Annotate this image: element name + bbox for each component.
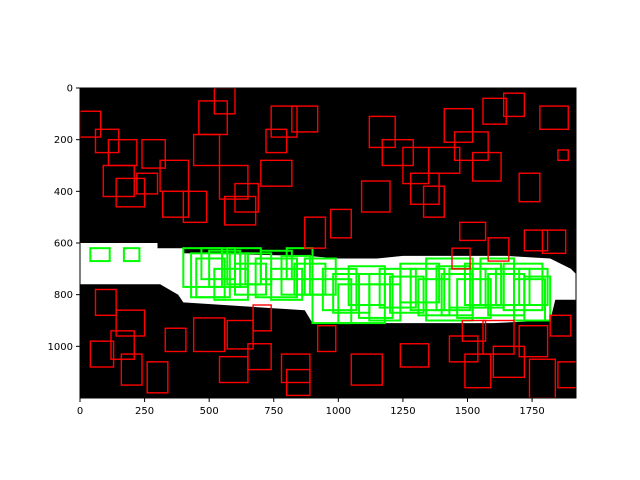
red-box-58	[399, 343, 430, 368]
red-box-6	[141, 138, 166, 169]
red-box-20	[304, 216, 327, 249]
red-box-0	[80, 110, 102, 138]
green-box-13	[259, 249, 293, 281]
green-box-26	[378, 267, 417, 309]
green-box-1	[122, 247, 141, 263]
red-box-12	[213, 88, 236, 115]
x-tick-label-3: 750	[264, 406, 283, 417]
red-box-35	[539, 105, 569, 131]
green-box-0	[89, 247, 111, 263]
green-box-19	[311, 278, 353, 325]
red-box-8	[161, 190, 190, 218]
red-box-44	[110, 330, 135, 360]
red-box-31	[471, 151, 502, 182]
red-box-37	[523, 229, 549, 252]
red-box-45	[89, 340, 115, 368]
red-box-3	[102, 164, 135, 198]
y-tick-label-3: 600	[54, 239, 73, 250]
red-box-16	[260, 159, 293, 187]
red-box-60	[464, 353, 492, 389]
red-box-39	[459, 221, 487, 242]
red-box-56	[316, 324, 337, 353]
red-box-54	[280, 353, 311, 384]
green-box-44	[523, 275, 552, 322]
green-box-28	[399, 262, 441, 304]
x-tick-label-6: 1500	[455, 406, 480, 417]
axes: 0 250 500 750 1000 1250 1500 1750 0 200 400 600 800 1…	[48, 84, 577, 417]
red-box-49	[192, 317, 226, 353]
green-box-29	[409, 267, 446, 312]
red-box-63	[528, 358, 557, 398]
red-box-53	[218, 355, 249, 384]
green-box-12	[254, 257, 299, 299]
x-tick-label-7: 1750	[519, 406, 544, 417]
red-box-62	[518, 324, 549, 358]
y-tick-label-4: 800	[54, 290, 73, 301]
red-box-57	[350, 353, 383, 386]
red-box-36	[557, 149, 569, 162]
x-tick-label-4: 1000	[326, 406, 351, 417]
red-box-67	[482, 319, 515, 355]
y-tick-label-2: 400	[54, 187, 73, 198]
red-box-34	[518, 172, 541, 203]
red-box-66	[461, 319, 487, 342]
x-tick-label-5: 1250	[390, 406, 415, 417]
green-box-35	[456, 278, 492, 319]
y-tick-label-5: 1000	[48, 342, 73, 353]
red-box-51	[252, 304, 272, 332]
red-box-64	[557, 361, 576, 389]
red-box-46	[120, 353, 143, 386]
red-box-41	[487, 237, 510, 262]
red-box-13	[218, 164, 249, 200]
green-box-41	[502, 262, 544, 312]
green-box-24	[358, 273, 394, 319]
green-box-27	[389, 275, 425, 314]
x-tick-label-2: 500	[200, 406, 219, 417]
y-tick-label-1: 200	[54, 135, 73, 146]
plot-area	[80, 88, 576, 398]
x-tick-label-1: 250	[135, 406, 154, 417]
green-box-40	[494, 267, 531, 307]
green-box-43	[518, 267, 549, 307]
red-box-42	[94, 288, 117, 317]
x-tick-label-0: 0	[77, 406, 83, 417]
green-box-32	[435, 265, 472, 312]
red-box-14	[223, 195, 257, 226]
red-box-17	[265, 128, 288, 154]
red-box-18	[270, 105, 298, 138]
red-box-55	[285, 368, 311, 397]
red-box-24	[381, 138, 414, 167]
green-box-23	[347, 265, 386, 306]
red-box-65	[549, 314, 572, 337]
red-box-30	[453, 131, 489, 162]
green-box-18	[303, 257, 337, 296]
red-box-50	[226, 319, 254, 350]
red-box-26	[409, 172, 440, 205]
red-box-59	[448, 335, 479, 363]
red-box-38	[541, 229, 567, 255]
red-box-40	[451, 247, 471, 270]
green-box-20	[321, 267, 358, 312]
red-box-29	[443, 107, 474, 143]
red-box-47	[146, 361, 169, 394]
red-box-21	[329, 208, 352, 239]
image-layer	[80, 88, 576, 398]
red-box-11	[198, 100, 228, 136]
red-box-32	[482, 97, 507, 125]
y-tick-label-0: 0	[67, 84, 73, 95]
red-box-22	[360, 180, 391, 213]
red-box-4	[115, 177, 146, 208]
red-box-5	[136, 172, 159, 195]
red-box-1	[94, 128, 120, 154]
red-box-19	[291, 105, 319, 133]
red-box-61	[492, 345, 526, 379]
red-box-48	[164, 327, 187, 353]
red-box-15	[234, 182, 259, 213]
red-box-27	[422, 185, 445, 218]
green-box-4	[195, 257, 226, 299]
red-box-33	[502, 92, 526, 118]
red-box-9	[182, 190, 208, 224]
red-box-43	[115, 309, 146, 337]
